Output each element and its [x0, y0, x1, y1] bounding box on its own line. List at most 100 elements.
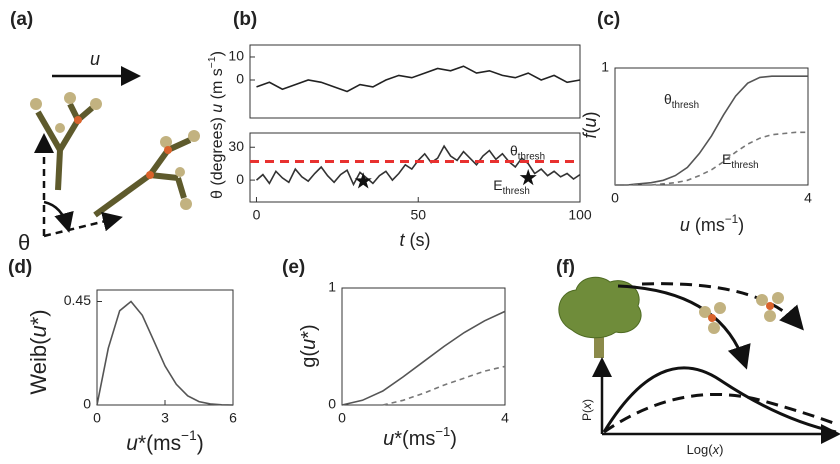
- text-segment: u: [126, 432, 138, 455]
- text-segment: (m s: [209, 68, 226, 104]
- x-tick-label: 0: [253, 207, 261, 223]
- text-segment: (: [580, 128, 600, 134]
- y-tick-label: 10: [228, 48, 244, 64]
- seed-icon: [699, 302, 726, 334]
- text-segment: −1: [207, 56, 218, 68]
- seed-icon: [756, 292, 784, 322]
- event-star: [519, 168, 537, 186]
- text-segment: Weib(: [26, 337, 51, 395]
- text-segment: −1: [435, 424, 450, 439]
- text-segment: u: [580, 117, 600, 127]
- x-axis-label: t (s): [399, 230, 430, 250]
- x-tick-label: 0: [338, 410, 346, 426]
- y-tick-label: 0: [83, 396, 91, 412]
- panel-letter: (f): [556, 257, 575, 278]
- series-line: [615, 75, 808, 186]
- text-segment: x: [580, 402, 594, 410]
- seedling: [35, 102, 192, 218]
- y-tick-label: 0: [328, 396, 336, 412]
- text-segment: *(ms: [394, 428, 435, 450]
- text-segment: E: [493, 177, 502, 193]
- x-tick-label: 4: [501, 410, 509, 426]
- text-segment: f: [580, 132, 600, 139]
- y-tick-label: 0.45: [64, 292, 91, 308]
- panel-letter: (c): [597, 9, 620, 30]
- y-tick-label: 1: [601, 59, 609, 75]
- series-line: [341, 310, 506, 406]
- panel-f: (f) P(x) Log(x): [556, 257, 840, 457]
- text-segment: t: [399, 230, 405, 250]
- dispersal-arrow: [641, 282, 804, 331]
- seed-joints: [74, 116, 172, 179]
- text-segment: ): [738, 215, 744, 235]
- angle-arrow: [43, 211, 123, 238]
- text-segment: ): [580, 111, 600, 117]
- y-axis-label: Weib(u*): [26, 309, 51, 394]
- angle-arc: [43, 200, 74, 233]
- text-segment: x: [712, 442, 720, 457]
- seeds: [30, 92, 200, 210]
- wind-label: u: [90, 49, 100, 69]
- text-segment: thresh: [503, 186, 530, 197]
- text-segment: u: [26, 325, 51, 337]
- text-segment: *): [298, 324, 320, 338]
- panel-letter: (a): [10, 9, 33, 30]
- text-segment: Log(: [687, 442, 714, 457]
- text-segment: θ (degrees): [209, 113, 226, 199]
- text-segment: u: [298, 339, 320, 350]
- text-segment: P(: [580, 409, 594, 421]
- x-axis-label: u (ms−1): [680, 213, 744, 235]
- series-line: [615, 131, 808, 186]
- kernel-curve: [602, 366, 837, 434]
- plot-frame: [614, 67, 809, 186]
- text-segment: thresh: [518, 152, 545, 163]
- panel-letter: (b): [233, 9, 257, 30]
- x-tick-label: 50: [410, 207, 426, 223]
- text-segment: ): [450, 428, 457, 450]
- y-tick-label: 0: [236, 71, 244, 87]
- text-segment: u: [383, 428, 394, 450]
- x-axis-label: u*(ms−1): [126, 428, 203, 454]
- plot-frame: [249, 132, 581, 203]
- tree-crown: [558, 276, 642, 339]
- dispersal-arrow: [617, 284, 751, 370]
- plot-frame: [249, 44, 581, 119]
- series-line: [382, 365, 506, 406]
- threshold-label: θthresh: [510, 142, 545, 162]
- text-segment: u: [680, 215, 690, 235]
- text-segment: ): [197, 432, 204, 455]
- x-tick-label: 3: [161, 410, 169, 426]
- series-label: θthresh: [664, 91, 699, 111]
- x-tick-label: 0: [93, 410, 101, 426]
- series-line: [96, 300, 234, 406]
- text-segment: −1: [181, 428, 197, 443]
- y-axis-label: θ (degrees) u (m s−1): [207, 51, 226, 199]
- tree-trunk: [594, 328, 604, 358]
- panel-letter: (e): [282, 257, 305, 278]
- text-segment: ): [580, 399, 594, 403]
- y-axis-label: f(u): [580, 111, 600, 138]
- text-segment: (s): [405, 230, 431, 250]
- angle-label: θ: [18, 230, 30, 255]
- text-segment: g(: [298, 350, 320, 368]
- panel-a: (a) u θ: [10, 9, 200, 255]
- x-tick-label: 0: [611, 190, 619, 206]
- panel-letter: (d): [8, 257, 32, 278]
- x-axis-label: Log(x): [687, 442, 724, 457]
- text-segment: E: [722, 151, 731, 167]
- text-segment: −1: [725, 213, 738, 226]
- y-tick-label: 0: [236, 171, 244, 187]
- x-tick-label: 100: [568, 207, 592, 223]
- y-axis-label: P(x): [580, 399, 594, 421]
- text-segment: thresh: [672, 100, 699, 111]
- text-segment: ): [209, 51, 226, 56]
- event-star: [354, 172, 372, 189]
- x-tick-label: 6: [229, 410, 237, 426]
- text-segment: θ: [510, 142, 518, 158]
- text-segment: thresh: [731, 160, 758, 171]
- y-axis-label: g(u*): [298, 324, 320, 367]
- y-tick-label: 1: [328, 279, 336, 295]
- text-segment: *): [26, 309, 51, 325]
- series-line: [256, 65, 581, 93]
